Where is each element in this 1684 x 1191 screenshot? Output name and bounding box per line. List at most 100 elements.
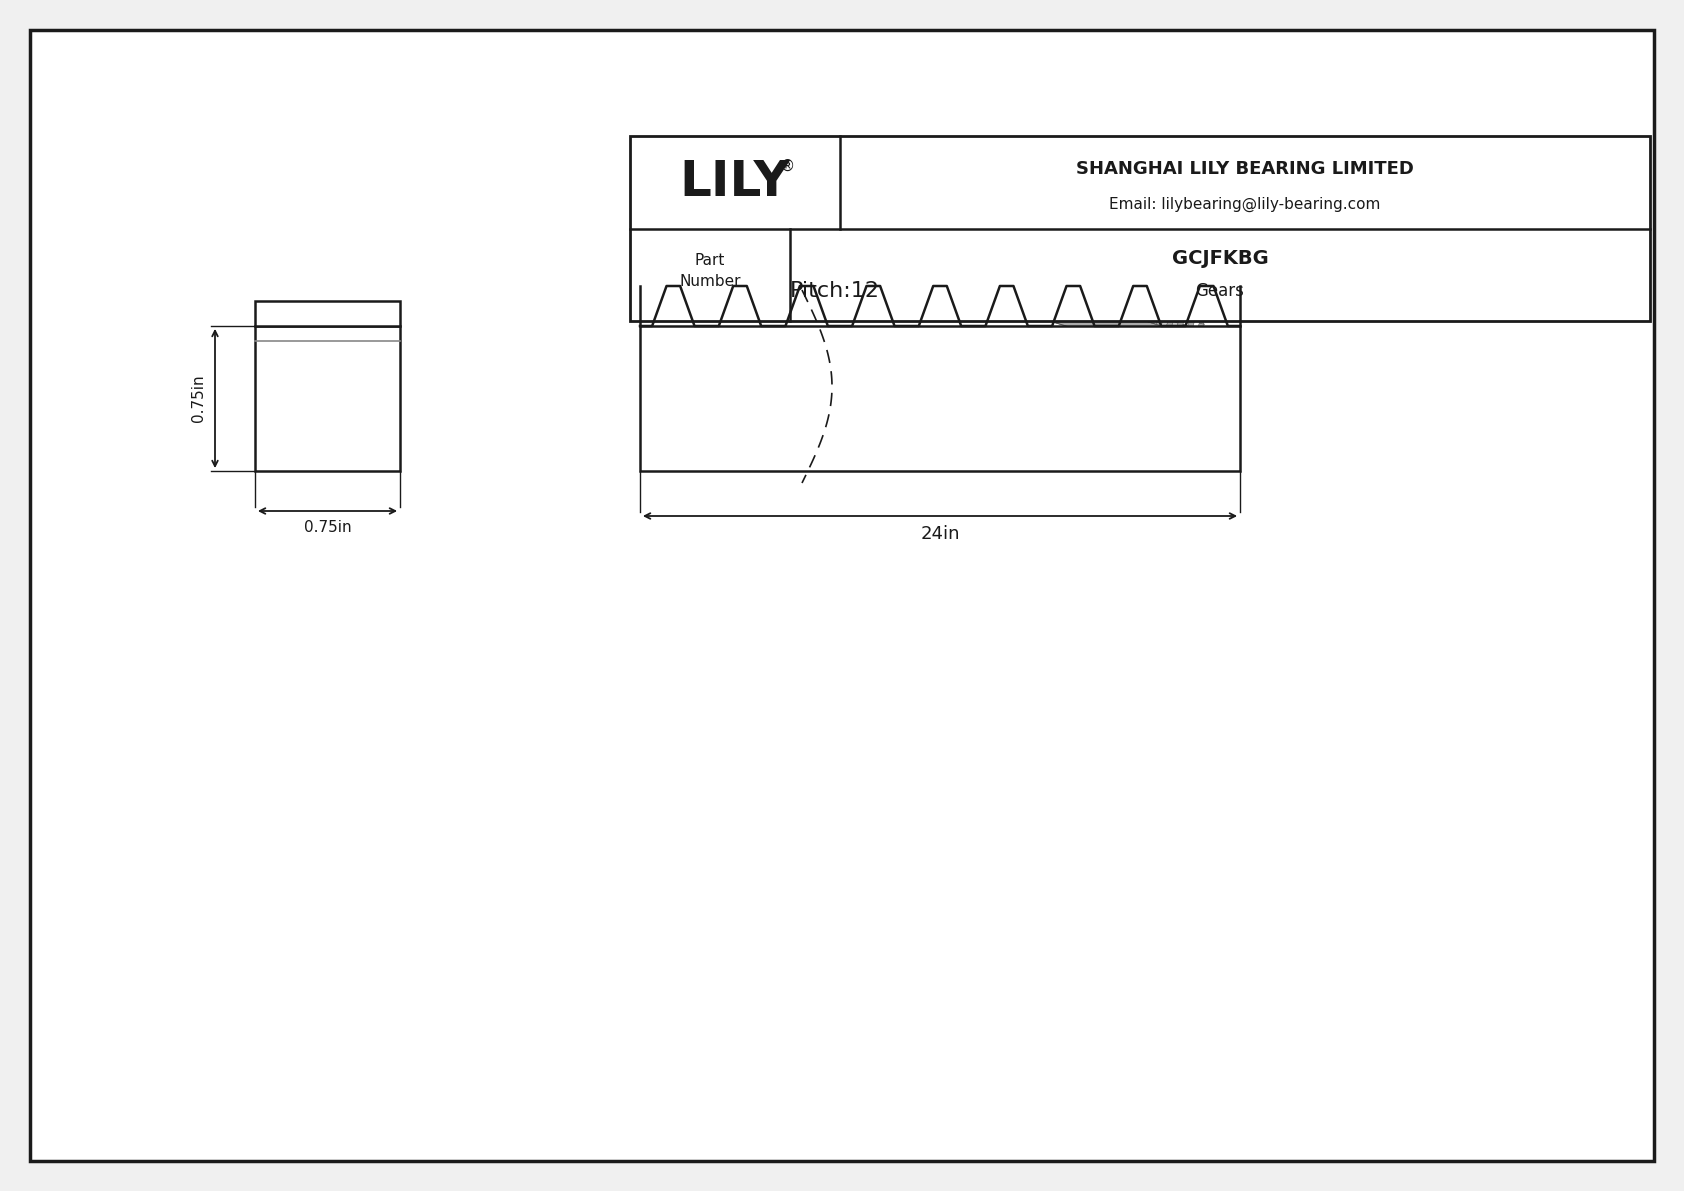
Polygon shape [1174, 307, 1186, 318]
Bar [254, 326, 401, 470]
Polygon shape [1147, 308, 1155, 323]
Polygon shape [1021, 269, 1029, 283]
Polygon shape [919, 230, 931, 241]
Polygon shape [930, 232, 941, 244]
Polygon shape [903, 233, 911, 248]
Polygon shape [1125, 292, 1137, 304]
Polygon shape [1029, 273, 1039, 287]
Polygon shape [1039, 275, 1049, 291]
Polygon shape [795, 200, 805, 216]
Polygon shape [756, 188, 766, 204]
Polygon shape [717, 176, 727, 192]
Polygon shape [707, 174, 717, 188]
Polygon shape [738, 182, 746, 198]
Polygon shape [968, 244, 980, 256]
Polygon shape [1037, 266, 1049, 276]
Polygon shape [999, 254, 1009, 264]
Polygon shape [1164, 304, 1175, 316]
Polygon shape [1066, 274, 1078, 286]
Polygon shape [911, 226, 921, 238]
Text: 24in: 24in [919, 525, 960, 543]
Polygon shape [862, 212, 872, 223]
Polygon shape [1076, 278, 1088, 288]
Polygon shape [726, 170, 736, 181]
Text: GCJFKBG: GCJFKBG [1172, 249, 1268, 268]
Polygon shape [854, 218, 864, 233]
Polygon shape [1027, 262, 1039, 274]
Polygon shape [874, 224, 882, 239]
Polygon shape [893, 230, 903, 245]
Polygon shape [1196, 323, 1204, 338]
Polygon shape [941, 245, 951, 260]
Text: Part
Number: Part Number [679, 252, 741, 289]
Polygon shape [940, 236, 951, 247]
Polygon shape [699, 170, 707, 186]
Polygon shape [1127, 303, 1137, 317]
Polygon shape [1137, 305, 1145, 320]
Polygon shape [692, 174, 1206, 339]
Polygon shape [1191, 329, 1206, 366]
Text: 0.75in: 0.75in [303, 519, 352, 535]
Polygon shape [690, 185, 1206, 366]
Polygon shape [852, 208, 864, 220]
Polygon shape [972, 254, 980, 269]
Polygon shape [766, 192, 775, 206]
Polygon shape [786, 198, 795, 212]
Text: Email: lilybearing@lily-bearing.com: Email: lilybearing@lily-bearing.com [1110, 197, 1381, 212]
Polygon shape [1108, 297, 1116, 311]
Polygon shape [884, 227, 893, 242]
Polygon shape [695, 161, 707, 173]
Polygon shape [1115, 289, 1127, 300]
Polygon shape [684, 201, 1197, 366]
Text: ®: ® [780, 158, 795, 174]
Polygon shape [978, 248, 990, 258]
Bar [630, 136, 1650, 322]
Polygon shape [835, 212, 844, 227]
Polygon shape [960, 242, 970, 252]
Polygon shape [815, 206, 823, 222]
Bar [640, 326, 1239, 470]
Polygon shape [1192, 313, 1204, 324]
Text: LILY: LILY [680, 158, 790, 206]
Polygon shape [754, 179, 766, 191]
Polygon shape [1069, 285, 1078, 299]
Polygon shape [864, 222, 872, 236]
Polygon shape [1096, 283, 1106, 294]
Polygon shape [1145, 298, 1155, 310]
Polygon shape [1157, 311, 1165, 326]
Polygon shape [844, 216, 854, 230]
Polygon shape [744, 176, 756, 187]
Polygon shape [923, 239, 931, 254]
Polygon shape [980, 257, 990, 272]
Polygon shape [776, 194, 785, 210]
Polygon shape [1184, 310, 1194, 322]
Polygon shape [1086, 280, 1096, 292]
Polygon shape [1059, 281, 1068, 297]
Polygon shape [706, 164, 717, 175]
Polygon shape [1010, 267, 1019, 281]
Bar [254, 301, 401, 326]
Polygon shape [962, 251, 970, 266]
Polygon shape [951, 248, 960, 263]
Polygon shape [933, 242, 941, 257]
Polygon shape [1154, 301, 1165, 312]
Polygon shape [1049, 279, 1058, 293]
Polygon shape [901, 224, 911, 235]
Polygon shape [913, 236, 921, 251]
Polygon shape [1056, 272, 1068, 282]
Polygon shape [1088, 291, 1096, 305]
Polygon shape [775, 185, 785, 197]
Polygon shape [1105, 286, 1116, 298]
Polygon shape [1098, 293, 1106, 308]
Polygon shape [1078, 287, 1088, 303]
Polygon shape [989, 250, 1000, 262]
Polygon shape [1135, 295, 1145, 306]
Polygon shape [1186, 320, 1194, 335]
Polygon shape [950, 238, 960, 250]
Text: Pitch:12: Pitch:12 [790, 281, 881, 301]
Text: 0.75in: 0.75in [192, 375, 207, 423]
Polygon shape [1175, 317, 1186, 332]
Polygon shape [990, 260, 1000, 275]
Polygon shape [1116, 299, 1127, 314]
Polygon shape [748, 186, 756, 200]
